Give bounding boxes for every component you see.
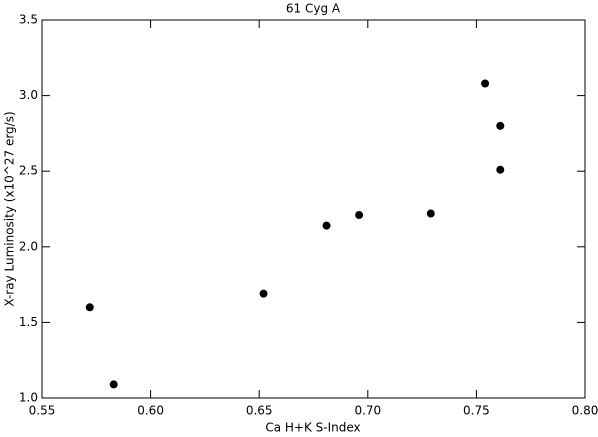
y-tick-label: 2.0 bbox=[19, 239, 38, 253]
point bbox=[426, 209, 435, 218]
x-tick-label: 0.75 bbox=[463, 404, 490, 418]
y-axis-label: X-ray Luminosity (x10^27 erg/s) bbox=[3, 111, 17, 306]
y-tick-label: 2.5 bbox=[19, 164, 38, 178]
point bbox=[355, 211, 364, 220]
y-tick-label: 1.5 bbox=[19, 315, 38, 329]
point bbox=[481, 79, 490, 88]
plot-frame bbox=[41, 19, 586, 399]
x-tick-label: 0.55 bbox=[29, 404, 56, 418]
point bbox=[85, 303, 94, 312]
y-tick-label: 1.0 bbox=[19, 391, 38, 405]
chart-title: 61 Cyg A bbox=[286, 2, 341, 16]
point bbox=[109, 380, 118, 389]
x-tick-label: 0.70 bbox=[354, 404, 381, 418]
point bbox=[322, 221, 331, 230]
point bbox=[496, 121, 505, 130]
x-axis-label: Ca H+K S-Index bbox=[265, 421, 360, 435]
y-tick-label: 3.0 bbox=[19, 88, 38, 102]
x-tick-label: 0.80 bbox=[572, 404, 598, 418]
x-tick-label: 0.65 bbox=[246, 404, 273, 418]
y-tick-label: 3.5 bbox=[19, 13, 38, 27]
point bbox=[496, 165, 505, 174]
x-tick-label: 0.60 bbox=[137, 404, 164, 418]
point bbox=[259, 289, 268, 298]
